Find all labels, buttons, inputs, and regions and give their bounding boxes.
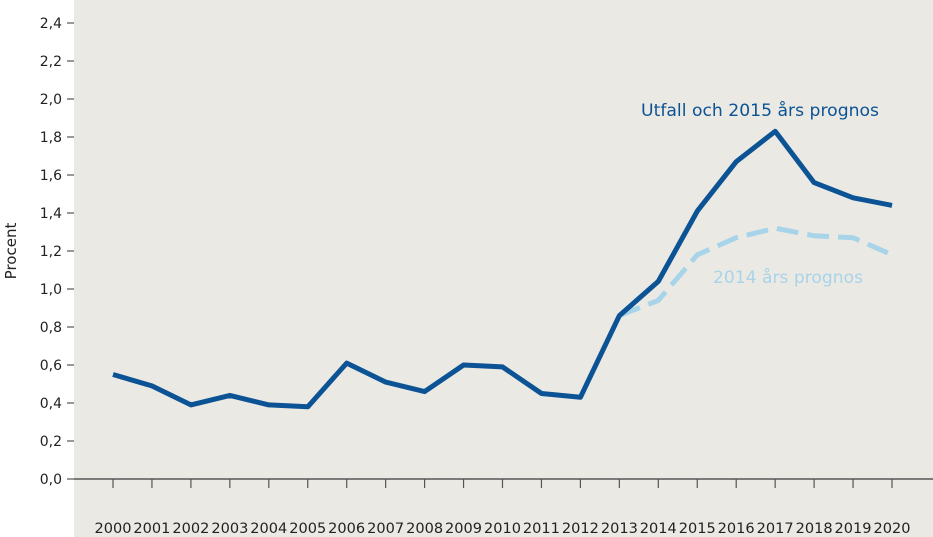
y-tick-label: 0,2 [40,434,62,450]
y-tick-label: 1,2 [40,244,62,260]
y-tick-label: 2,4 [40,16,62,32]
y-tick-label: 0,8 [40,320,62,336]
x-tick-label: 2018 [796,521,833,537]
y-tick-label: 1,4 [40,206,62,222]
x-tick-label: 2011 [523,521,560,537]
x-tick-label: 2003 [211,521,248,537]
x-tick-label: 2005 [289,521,326,537]
x-tick-label: 2016 [718,521,755,537]
series-layer [112,128,894,410]
x-tick-label: 2019 [835,521,872,537]
x-tick-label: 2006 [328,521,365,537]
y-tick-label: 1,6 [40,168,62,184]
x-tick-label: 2001 [133,521,170,537]
y-tick-label: 0,6 [40,358,62,374]
x-tick-label: 2008 [406,521,443,537]
x-tick-label: 2013 [601,521,638,537]
x-tick-label: 2002 [172,521,209,537]
y-axis-title: Procent [2,223,20,280]
series-label-utfall: Utfall och 2015 års prognos [641,100,879,121]
x-axis: 2000 2001 2002 2003 2004 2005 2006 2007 2008 2009… [95,479,911,537]
y-tick-label: 0,4 [40,396,62,412]
x-tick-label: 2007 [367,521,404,537]
series-line-prognos-2014 [618,225,894,318]
x-tick-label: 2009 [445,521,482,537]
x-tick-label: 2000 [95,521,132,537]
x-tick-label: 2010 [484,521,521,537]
y-tick-label: 1,0 [40,282,62,298]
x-tick-label: 2004 [250,521,287,537]
y-tick-label: 2,2 [40,54,62,70]
x-tick-label: 2020 [874,521,911,537]
x-tick-label: 2012 [562,521,599,537]
y-tick-label: 2,0 [40,92,62,108]
plot-background [74,0,933,537]
y-tick-label: 0,0 [40,472,62,488]
series-label-prognos-2014: 2014 års prognos [713,267,863,288]
y-axis: 0,0 0,2 0,4 0,6 0,8 1,0 1,2 1,4 1,6 1,8 2,0 2,2 2,4 [40,16,74,488]
x-tick-label: 2014 [640,521,677,537]
x-tick-label: 2015 [679,521,716,537]
x-tick-label: 2017 [757,521,794,537]
y-tick-label: 1,8 [40,130,62,146]
